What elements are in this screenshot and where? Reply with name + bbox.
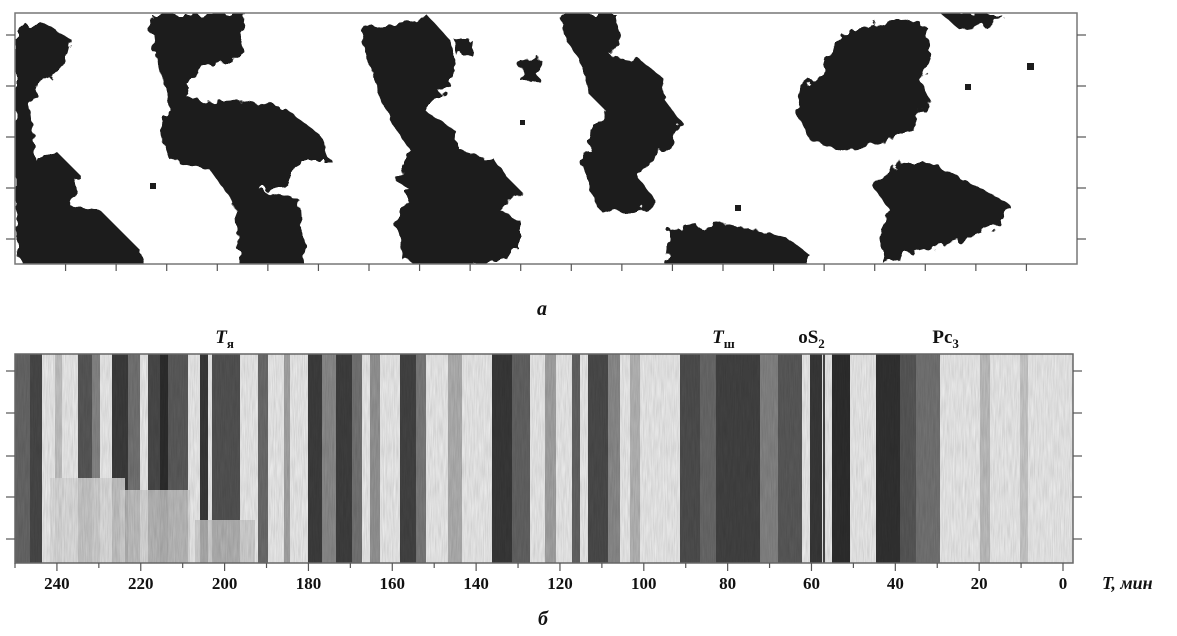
panel-a-ticks [6, 34, 1086, 271]
event-marker-label: Tш [712, 327, 735, 351]
x-tick-label: 180 [296, 574, 322, 593]
x-tick-label: 120 [547, 574, 573, 593]
panel-b-ticks [6, 370, 1082, 571]
panel-b-image [14, 353, 1074, 564]
x-tick-label: 100 [631, 574, 657, 593]
panel-a-image [14, 12, 1078, 265]
x-tick-label: 200 [212, 574, 238, 593]
x-tick-label: 80 [719, 574, 736, 593]
x-tick-label: 220 [128, 574, 154, 593]
x-tick-label: 20 [971, 574, 988, 593]
x-tick-label: 240 [44, 574, 70, 593]
x-axis-title: T, мин [1102, 573, 1153, 593]
panel-a-caption: а [537, 298, 547, 320]
x-axis-tick-labels: 240 220 200 180 160 140 120 100 80 60 40 20 0 [44, 574, 1067, 593]
x-tick-label: 0 [1059, 574, 1068, 593]
event-marker-label: Tя [215, 327, 234, 351]
x-tick-label: 140 [463, 574, 489, 593]
event-marker-label: Pc3 [932, 327, 959, 351]
x-tick-label: 40 [887, 574, 904, 593]
panel-b-markers: Tя Tш oS2 Pc3 [215, 327, 959, 351]
event-marker-label: oS2 [798, 327, 825, 351]
x-tick-label: 60 [803, 574, 820, 593]
panel-b-caption: б [538, 608, 549, 630]
x-tick-label: 160 [380, 574, 406, 593]
